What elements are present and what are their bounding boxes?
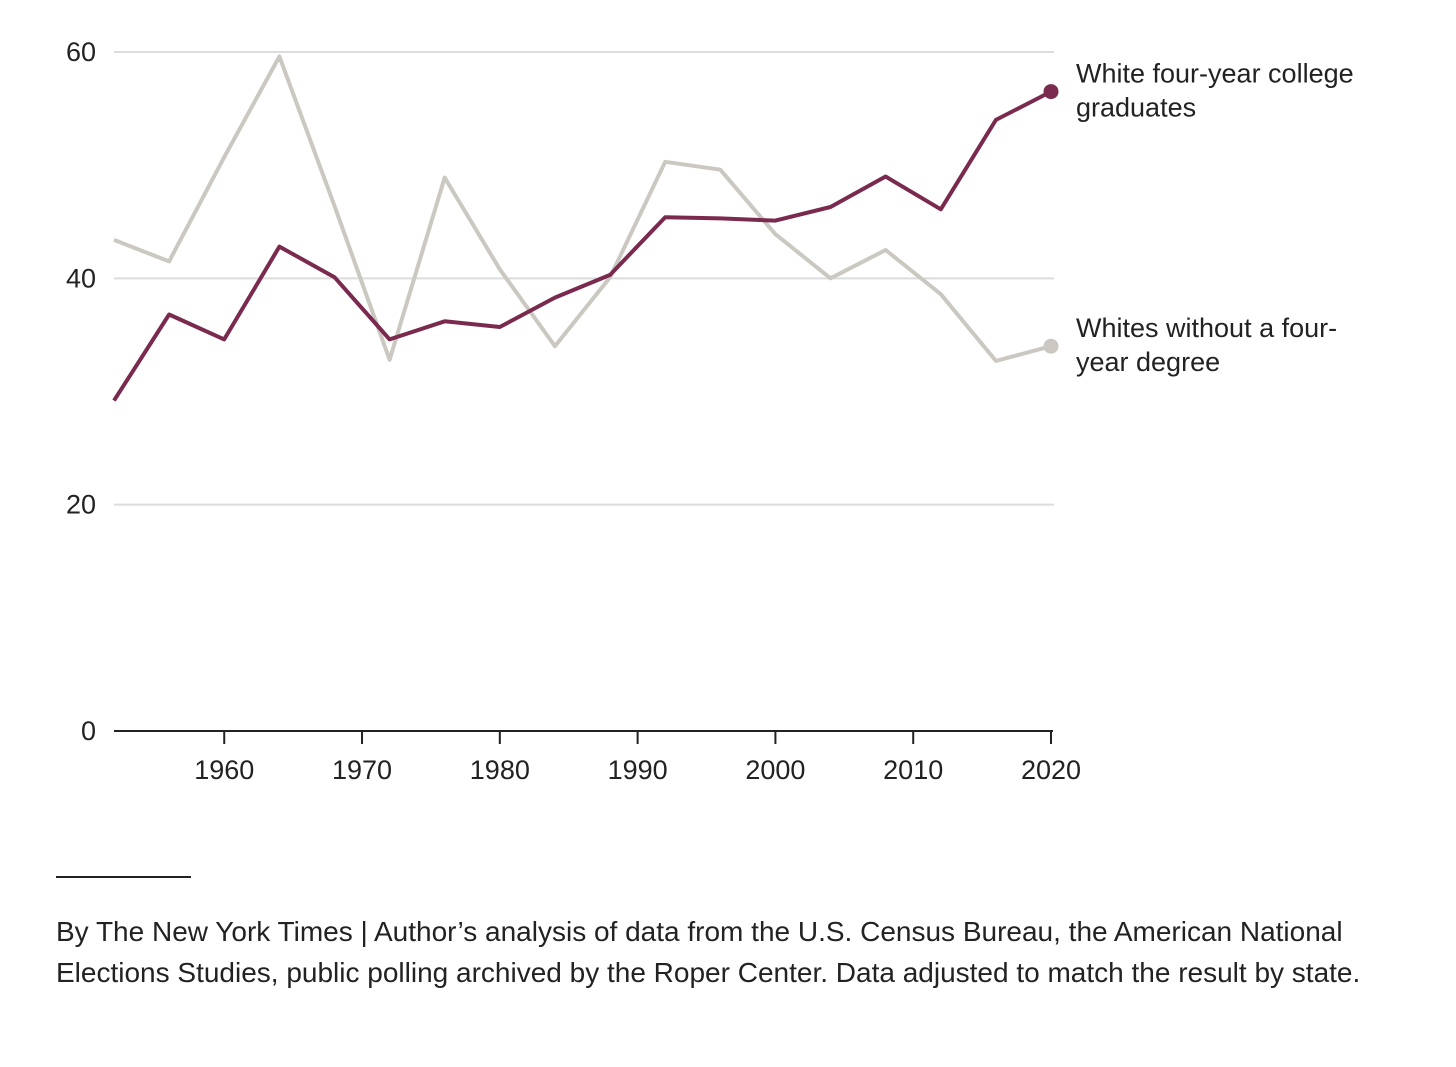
grid-lines [114,51,1054,506]
series-line-without-degree [113,54,1052,363]
x-tick-label: 2020 [1021,755,1081,785]
y-tick-label: 40 [66,263,96,293]
series-endpoint-college-graduates [1043,84,1059,100]
series-label-college-graduates: White four-year college [1076,59,1354,89]
y-tick-label: 0 [81,716,96,746]
line-chart: 0 20 40 60 1960 1970 1980 1990 2000 2010 2020 Whi… [66,37,1354,785]
y-axis-tick-labels: 0 20 40 60 [66,37,96,746]
x-axis: 1960 1970 1980 1990 2000 2010 2020 [114,730,1081,785]
series-labels: Whites without a four-year degree White f… [1076,59,1354,378]
series-endpoint-without-degree [1043,338,1059,354]
x-tick-label: 1980 [470,755,530,785]
series-label-college-graduates: graduates [1076,93,1196,123]
x-tick-label: 2000 [745,755,805,785]
x-tick-label: 1990 [608,755,668,785]
x-tick-label: 1960 [194,755,254,785]
y-tick-label: 20 [66,490,96,520]
series-label-without-degree: Whites without a four- [1076,313,1337,343]
x-tick-label: 2010 [883,755,943,785]
series-label-without-degree: year degree [1076,347,1220,377]
series-line-college-graduates [112,89,1052,402]
series-lines [112,54,1059,402]
source-note: By The New York Times | Author’s analysi… [56,916,1361,988]
footer-divider [56,876,191,878]
y-tick-label: 60 [66,37,96,67]
x-tick-label: 1970 [332,755,392,785]
